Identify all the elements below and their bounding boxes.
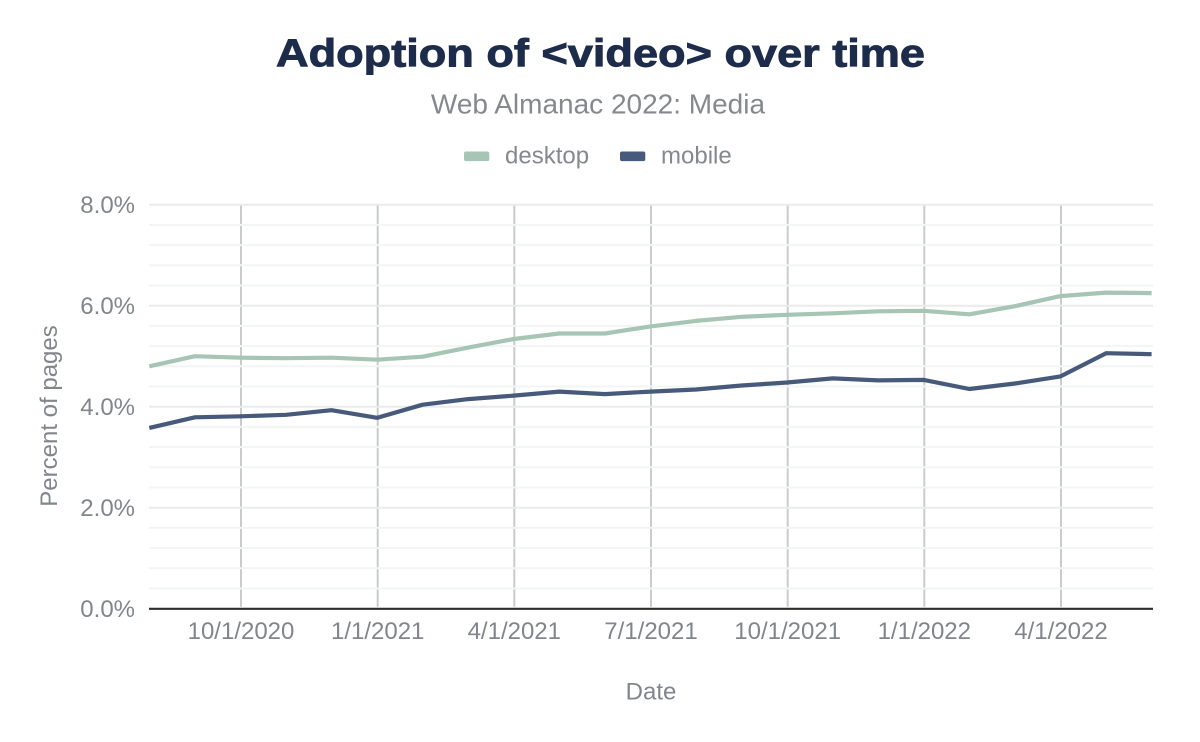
svg-text:7/1/2021: 7/1/2021 xyxy=(604,618,697,645)
svg-text:Percent of pages: Percent of pages xyxy=(36,325,63,506)
svg-text:10/1/2021: 10/1/2021 xyxy=(734,618,841,645)
svg-text:Adoption of <video> over time: Adoption of <video> over time xyxy=(276,33,925,76)
svg-text:Web Almanac 2022: Media: Web Almanac 2022: Media xyxy=(431,89,766,120)
svg-text:desktop: desktop xyxy=(505,143,589,170)
svg-text:4/1/2021: 4/1/2021 xyxy=(468,618,561,645)
svg-text:1/1/2021: 1/1/2021 xyxy=(331,618,424,645)
svg-text:0.0%: 0.0% xyxy=(80,596,135,623)
svg-text:8.0%: 8.0% xyxy=(80,192,135,219)
svg-text:6.0%: 6.0% xyxy=(80,293,135,320)
svg-text:1/1/2022: 1/1/2022 xyxy=(878,618,971,645)
svg-text:mobile: mobile xyxy=(661,143,732,170)
svg-text:Date: Date xyxy=(626,679,677,706)
svg-text:4/1/2022: 4/1/2022 xyxy=(1014,618,1107,645)
svg-text:10/1/2020: 10/1/2020 xyxy=(188,618,295,645)
svg-text:2.0%: 2.0% xyxy=(80,495,135,522)
svg-text:4.0%: 4.0% xyxy=(80,394,135,421)
